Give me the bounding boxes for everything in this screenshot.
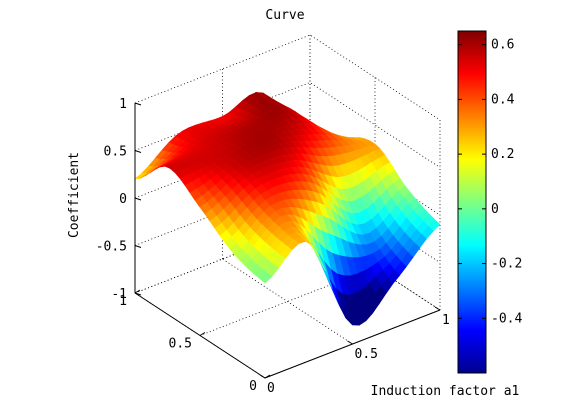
z-tick-mark bbox=[134, 197, 142, 201]
chart-title: Curve bbox=[265, 8, 304, 23]
y-tick-mark bbox=[264, 374, 271, 379]
axis-ticks: -1 -0.5 0 0.5 1 0 0.5 1 0 0.5 1 bbox=[96, 97, 450, 396]
x-axis-label: Induction factor a1 bbox=[371, 384, 520, 399]
colorbar-tick-label: -0.4 bbox=[491, 311, 522, 326]
y-tick-label: 1 bbox=[119, 294, 127, 309]
floor-gridline bbox=[222, 258, 353, 345]
z-tick-mark bbox=[134, 150, 142, 153]
surface-patch bbox=[259, 272, 273, 284]
colorbar-tick-label: 0.6 bbox=[491, 38, 514, 53]
back-wall-gridline bbox=[134, 82, 441, 168]
x-tick-mark bbox=[347, 340, 353, 345]
x-tick-mark bbox=[259, 374, 266, 379]
z-tick-mark bbox=[134, 292, 142, 296]
colorbar-gradient bbox=[457, 30, 487, 374]
z-tick-label: 1 bbox=[119, 97, 127, 112]
x-tick-label: 1 bbox=[442, 313, 450, 328]
z-tick-label: 0.5 bbox=[104, 145, 127, 160]
x-tick-mark bbox=[434, 306, 441, 311]
z-tick-label: -1 bbox=[111, 287, 127, 302]
colorbar-tick-label: 0.4 bbox=[491, 92, 515, 107]
back-wall-gridline bbox=[134, 224, 441, 311]
z-tick-mark bbox=[134, 102, 142, 106]
y-tick-label: 0.5 bbox=[169, 337, 192, 352]
z-axis-label: Coefficient bbox=[67, 152, 82, 238]
z-tick-mark bbox=[134, 245, 142, 248]
colorbar-tick-label: 0 bbox=[491, 202, 499, 217]
z-tick-label: 0 bbox=[119, 192, 127, 207]
y-tick-label: 0 bbox=[249, 379, 257, 394]
colorbar-tick-label: 0.2 bbox=[491, 147, 514, 162]
y-tick-mark bbox=[134, 289, 141, 294]
colorbar-tick-label: -0.2 bbox=[491, 257, 522, 272]
x-tick-label: 0.5 bbox=[355, 347, 378, 362]
z-tick-label: -0.5 bbox=[96, 240, 127, 255]
y-tick-mark bbox=[199, 332, 206, 336]
back-wall-gridline bbox=[134, 34, 441, 121]
x-tick-label: 0 bbox=[267, 381, 275, 396]
colorbar: 0.6 0.4 0.2 0 -0.2 -0.4 bbox=[457, 30, 522, 374]
surface-plot bbox=[134, 92, 441, 326]
